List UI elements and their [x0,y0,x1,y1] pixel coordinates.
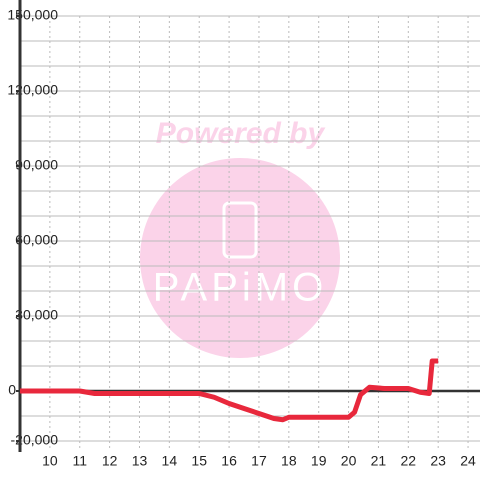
x-tick-label: 20 [341,453,357,469]
x-tick-label: 12 [102,453,118,469]
y-tick-label: 150,000 [7,7,58,23]
x-tick-label: 11 [72,453,87,469]
x-tick-label: 17 [251,453,267,469]
x-tick-label: 19 [311,453,327,469]
y-tick-label: 60,000 [15,232,58,248]
x-tick-label: 22 [401,453,417,469]
x-tick-label: 15 [191,453,207,469]
line [20,358,439,423]
watermark-caption: Powered by [156,117,326,150]
x-tick-label: 21 [371,453,387,469]
x-tick-label: 24 [460,453,476,469]
x-tick-label: 13 [132,453,148,469]
y-tick-label: 0 [8,382,16,398]
y-tick-label: -20,000 [11,432,59,448]
y-tick-label: 90,000 [15,157,58,173]
x-tick-label: 23 [430,453,446,469]
watermark-logo: PAPiMO [153,266,327,310]
x-tick-label: 14 [162,453,178,469]
x-tick-label: 10 [42,453,58,469]
x-tick-label: 18 [281,453,297,469]
watermark-phone [222,201,258,259]
x-tick-label: 16 [221,453,237,469]
y-tick-label: 30,000 [15,307,58,323]
y-tick-label: 120,000 [7,82,58,98]
